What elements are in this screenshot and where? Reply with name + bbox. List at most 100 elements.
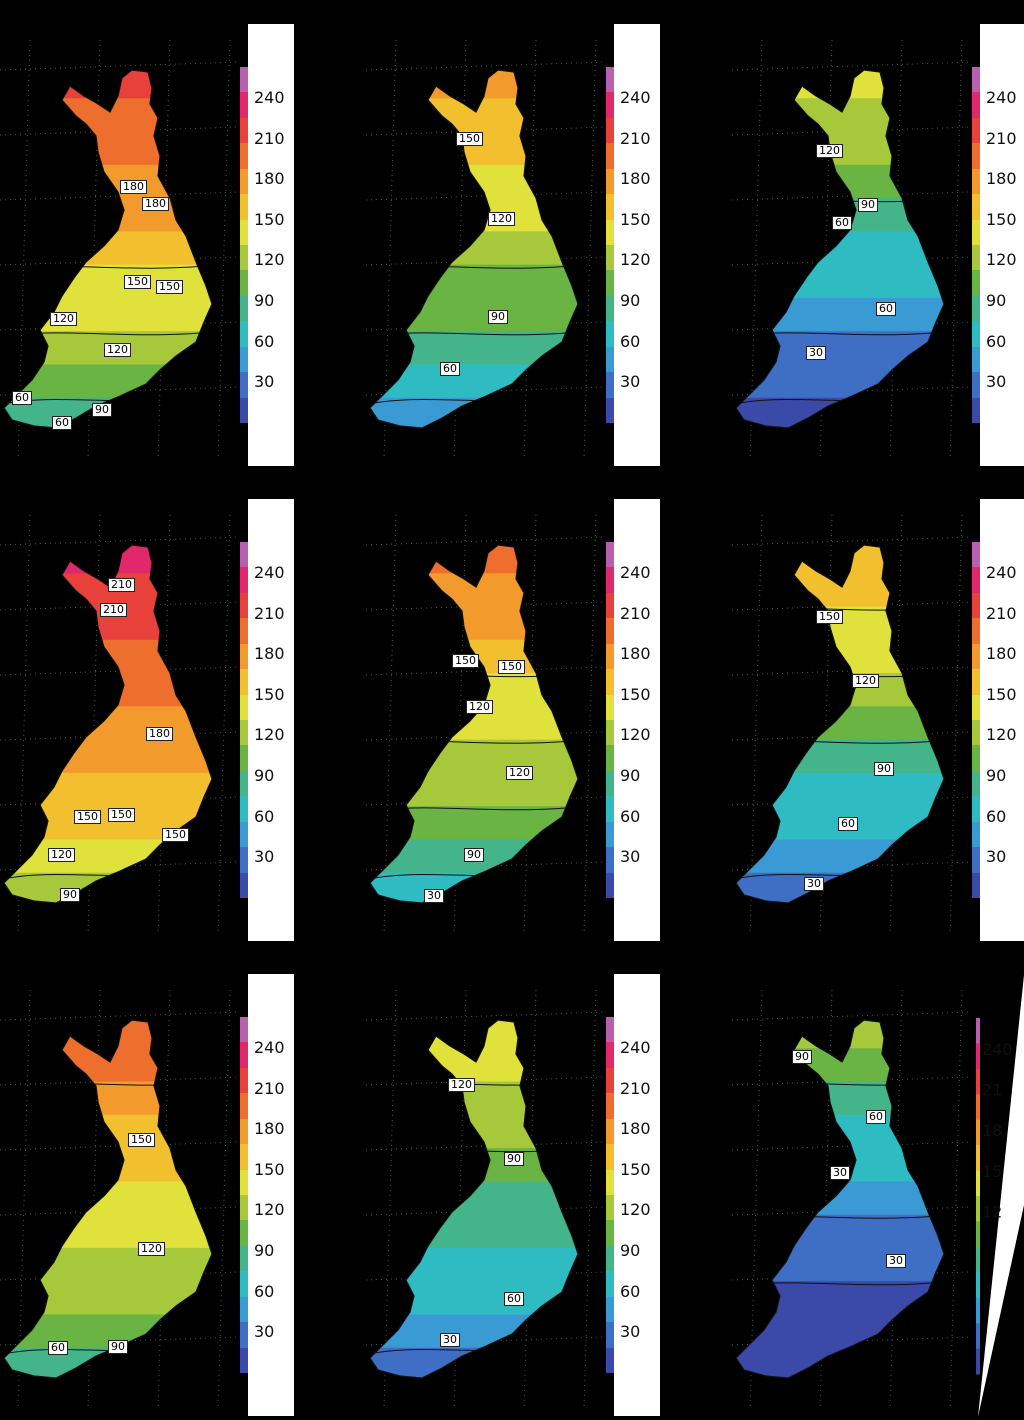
colorbar-tick: 30 <box>254 1322 275 1342</box>
colorbar-segment <box>240 847 248 874</box>
colorbar-segment <box>240 194 248 221</box>
colorbar-tick: 150 <box>254 1159 285 1179</box>
colorbar-segment <box>240 1067 248 1094</box>
colorbar-tick: 120 <box>986 725 1017 745</box>
colorbar-tick: 240 <box>254 1038 285 1057</box>
latitude-line <box>732 61 972 71</box>
contour-label: 120 <box>506 766 533 780</box>
colorbar-tick: 180 <box>254 169 285 189</box>
latitude-line <box>732 536 972 546</box>
colorbar-segment <box>972 796 980 823</box>
value-band <box>4 1048 212 1084</box>
colorbar-segment <box>240 872 248 899</box>
colorbar-legend: 240 210 180 150 120 90 60 30 <box>606 974 660 1416</box>
colorbar-segment <box>240 1322 248 1349</box>
value-band <box>736 1181 944 1217</box>
coastline <box>735 69 945 429</box>
value-band <box>736 131 944 167</box>
colorbar-tick: 240 <box>986 563 1017 582</box>
colorbar-segment <box>972 295 980 322</box>
value-band <box>4 706 212 742</box>
latitude-line <box>366 61 606 71</box>
value-band <box>370 1247 578 1284</box>
colorbar-segment <box>240 618 248 645</box>
longitude-line <box>949 514 963 936</box>
colorbar-tick: 30 <box>986 372 1007 392</box>
colorbar-segment <box>972 643 980 670</box>
colorbar-segment <box>976 1145 980 1172</box>
value-band <box>736 198 944 234</box>
contour-label: 30 <box>886 1254 906 1268</box>
colorbar-segment <box>972 143 980 170</box>
value-band <box>370 1181 578 1217</box>
value-band <box>736 772 944 809</box>
longitude-line <box>383 514 397 936</box>
contour-label: 120 <box>488 212 515 226</box>
colorbar-segment <box>240 1169 248 1196</box>
value-band <box>4 673 212 709</box>
value-band <box>370 1347 578 1378</box>
value-band <box>370 1281 578 1317</box>
longitude-line <box>217 39 231 461</box>
colorbar-segment <box>972 542 980 568</box>
colorbar-segment <box>240 1220 248 1247</box>
colorbar-segment <box>606 618 614 645</box>
value-band <box>736 706 944 742</box>
value-band <box>4 545 212 576</box>
colorbar-tick: 210 <box>254 603 285 623</box>
colorbar-tick: 210 <box>986 128 1017 148</box>
value-band <box>736 545 944 576</box>
colorbar-segment <box>606 1169 614 1196</box>
contour-label: 120 <box>448 1078 475 1092</box>
colorbar-tick: 120 <box>620 250 651 270</box>
colorbar-segment <box>606 796 614 823</box>
colorbar-tick: 30 <box>254 372 275 392</box>
value-band <box>4 1020 212 1051</box>
longitude-line <box>217 514 231 936</box>
contour-label: 90 <box>464 848 484 862</box>
value-band <box>370 397 578 428</box>
colorbar-segment <box>606 694 614 721</box>
contour-label: 60 <box>52 416 72 430</box>
colorbar-segment <box>606 194 614 221</box>
value-band <box>4 198 212 234</box>
contour-label: 60 <box>48 1341 68 1355</box>
contour-label: 60 <box>838 817 858 831</box>
value-band <box>370 331 578 367</box>
colorbar-segment <box>240 67 248 93</box>
value-band <box>4 839 212 875</box>
contour-label: 60 <box>12 391 32 405</box>
value-band <box>736 1114 944 1151</box>
colorbar-segment <box>240 1271 248 1298</box>
value-band <box>370 545 578 576</box>
value-band <box>370 872 578 903</box>
colorbar-tick: 210 <box>620 603 651 623</box>
colorbar-legend: 240 210 180 150 120 90 60 30 <box>972 499 1024 941</box>
colorbar-tick: 240 <box>254 88 285 107</box>
colorbar-segment <box>606 1322 614 1349</box>
value-band <box>4 1114 212 1151</box>
latitude-line <box>366 1011 606 1021</box>
colorbar-segment <box>606 720 614 746</box>
colorbar-tick: 90 <box>620 291 641 310</box>
colorbar-legend: 240 210 180 150 120 90 60 30 <box>972 24 1024 466</box>
colorbar-tick: 150 <box>254 209 285 229</box>
colorbar-tick: 60 <box>620 1281 641 1301</box>
longitude-line <box>17 39 31 461</box>
longitude-line <box>17 989 31 1411</box>
contour-label: 150 <box>128 1133 155 1147</box>
colorbar-segment <box>240 143 248 170</box>
contour-label: 120 <box>852 674 879 688</box>
colorbar <box>972 67 980 424</box>
colorbar <box>240 542 248 899</box>
colorbar-segment <box>606 1220 614 1247</box>
coastline <box>369 69 579 429</box>
longitude-line <box>383 39 397 461</box>
contour-label: 30 <box>806 346 826 360</box>
contour-label: 150 <box>162 828 189 842</box>
map-panel-r1c1: 180 180 150 150 120 120 60 90 60 240 210 180 150 120 9… <box>0 0 340 470</box>
colorbar-segment <box>606 295 614 322</box>
colorbar-segment <box>240 270 248 297</box>
map-panel-r1c2: 150 120 90 60 240 210 180 150 120 90 60 30 <box>366 0 706 470</box>
value-band <box>370 573 578 609</box>
